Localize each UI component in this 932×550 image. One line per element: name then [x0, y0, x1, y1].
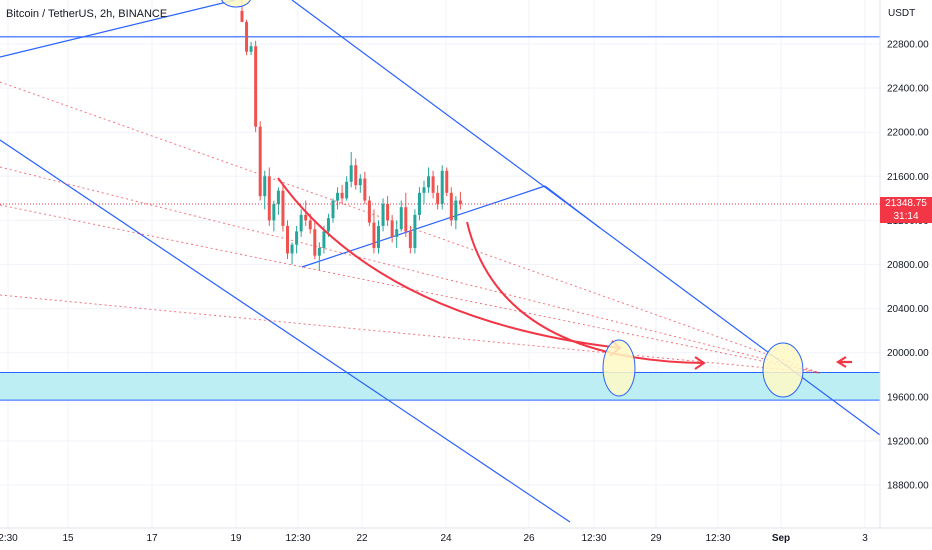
price-axis[interactable]: 18800.00 19200.00 19600.00 20000.00 20400.00… — [887, 40, 929, 492]
candle-body — [417, 192, 421, 215]
support-zone — [0, 372, 880, 401]
price-tick-label: 19200.00 — [887, 436, 929, 447]
fan-line-3 — [0, 294, 821, 374]
candle-body — [254, 46, 258, 127]
candle-body — [281, 190, 285, 226]
trendline-ascending-support — [301, 185, 546, 268]
top-ellipse — [221, 0, 251, 8]
candle-body — [317, 247, 321, 256]
price-tick-label: 19600.00 — [887, 392, 929, 403]
candle-body — [349, 165, 353, 182]
candle-body — [427, 176, 431, 188]
candle-body — [245, 21, 249, 52]
price-tick-label: 20800.00 — [887, 260, 929, 271]
candle-body — [331, 200, 335, 219]
price-tick-label: 20400.00 — [887, 304, 929, 315]
trendline-upper-left — [0, 0, 236, 58]
candle-body — [295, 231, 299, 245]
candle-body — [267, 176, 271, 221]
candle-body — [322, 231, 326, 248]
time-axis[interactable]: 2:30 15 17 19 12:30 22 24 26 12:30 29 12:30 Sep 3 — [0, 533, 868, 544]
fan-line-2 — [0, 166, 821, 374]
candle-body — [395, 229, 399, 237]
candle-body — [422, 187, 426, 193]
time-tick-label: 15 — [62, 533, 74, 544]
candle-body — [286, 225, 289, 254]
bar-countdown-badge: 31:14 — [880, 210, 932, 223]
time-tick-label: 12:30 — [581, 533, 606, 544]
projection-annotations — [221, 0, 852, 398]
candle-body — [326, 218, 330, 232]
candle-body — [458, 200, 462, 205]
candle-body — [240, 10, 244, 22]
left-arrow-marker — [835, 356, 852, 368]
candle-body — [413, 214, 417, 248]
candle-body — [377, 225, 380, 248]
candle-body — [363, 178, 367, 201]
target-ellipse-2 — [762, 342, 804, 398]
candle-body — [313, 229, 317, 256]
time-tick-label: 24 — [440, 533, 452, 544]
price-tick-label: 22800.00 — [887, 40, 929, 51]
projection-curve-1 — [277, 177, 621, 349]
symbol-title: Bitcoin / TetherUS, 2h, BINANCE — [6, 8, 168, 20]
time-tick-label: 12:30 — [705, 533, 730, 544]
candle-body — [272, 203, 276, 221]
time-tick-label: 2:30 — [0, 533, 18, 544]
candle-body — [381, 203, 385, 226]
price-tick-label: 18800.00 — [887, 481, 929, 492]
last-price-badge: 21348.75 — [880, 197, 932, 210]
candle-body — [290, 244, 294, 254]
candle-body — [367, 200, 371, 223]
target-ellipse-1 — [602, 339, 636, 397]
candle-body — [258, 126, 262, 197]
candle-body — [449, 192, 453, 221]
candle-body — [345, 181, 349, 199]
candle-body — [299, 214, 303, 232]
candle-body — [304, 214, 308, 221]
candle-body — [408, 231, 412, 248]
candle-body — [358, 178, 362, 186]
candle-body — [386, 203, 390, 221]
candle-body — [340, 192, 344, 199]
time-tick-label: 17 — [146, 533, 158, 544]
currency-label: USDT — [888, 8, 916, 19]
price-tick-label: 20000.00 — [887, 348, 929, 359]
price-tick-label: 22400.00 — [887, 84, 929, 95]
candle-body — [354, 165, 358, 186]
candle-body — [249, 46, 253, 52]
time-tick-label: Sep — [772, 533, 790, 544]
candle-body — [431, 176, 435, 193]
candle-body — [276, 190, 280, 204]
candle-body — [454, 200, 458, 221]
candle-body — [372, 222, 376, 248]
time-tick-label: 26 — [523, 533, 535, 544]
candle-body — [263, 176, 267, 197]
price-tick-label: 22000.00 — [887, 128, 929, 139]
candle-body — [404, 207, 408, 232]
projection-arrowhead-2 — [694, 356, 706, 370]
candle-body — [440, 170, 444, 204]
candlestick-series — [240, 0, 462, 271]
candle-body — [399, 207, 403, 230]
time-tick-label: 22 — [356, 533, 368, 544]
projection-curve-2 — [466, 221, 704, 364]
time-tick-label: 19 — [230, 533, 242, 544]
candle-body — [436, 192, 440, 204]
candle-body — [445, 170, 449, 193]
time-tick-label: 3 — [862, 533, 868, 544]
chart-grid — [0, 0, 880, 528]
candle-body — [308, 220, 312, 230]
time-tick-label: 12:30 — [285, 533, 310, 544]
candle-body — [390, 220, 394, 237]
time-tick-label: 29 — [650, 533, 662, 544]
chart-drawings[interactable] — [0, 0, 880, 523]
candle-body — [336, 192, 340, 201]
trendline-descending-channel-bottom — [0, 139, 571, 523]
trendline-channel-mid — [544, 185, 601, 229]
price-tick-label: 21600.00 — [887, 172, 929, 183]
